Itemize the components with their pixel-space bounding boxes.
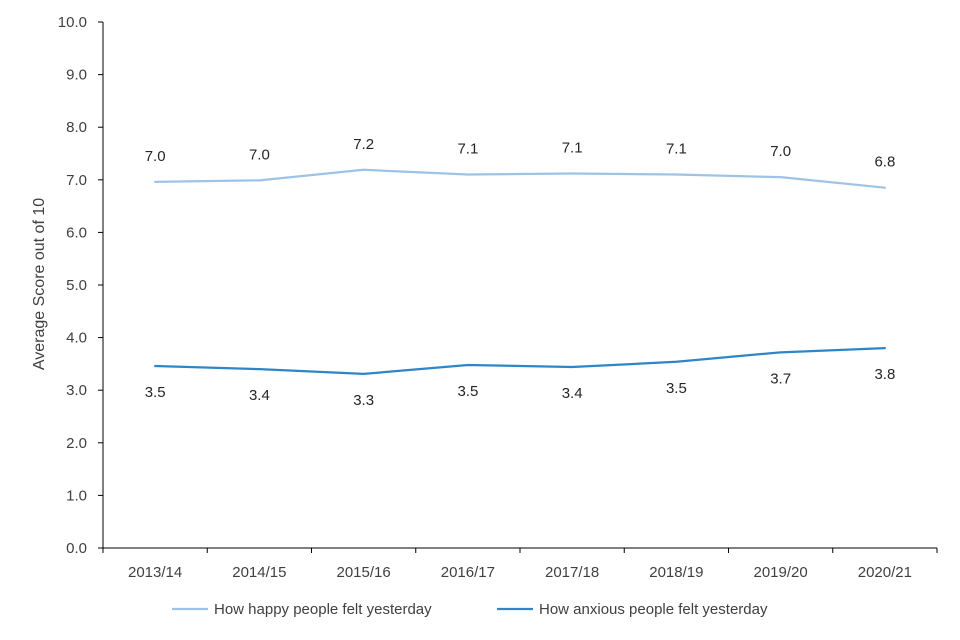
data-label: 7.2 [353, 136, 374, 153]
data-label: 3.3 [353, 392, 374, 409]
y-tick-label: 0.0 [66, 540, 87, 557]
x-tick-label: 2020/21 [858, 564, 912, 581]
series-line-happy [154, 168, 886, 189]
data-label: 3.4 [562, 385, 583, 402]
y-tick-label: 8.0 [66, 119, 87, 136]
y-tick-label: 7.0 [66, 172, 87, 189]
data-label: 7.0 [770, 143, 791, 160]
legend-label: How anxious people felt yesterday [539, 601, 768, 618]
y-tick-label: 3.0 [66, 382, 87, 399]
series-line-anxious [154, 346, 886, 376]
x-tick-label: 2014/15 [232, 564, 286, 581]
data-label: 7.1 [562, 139, 583, 156]
x-tick-label: 2016/17 [441, 564, 495, 581]
data-label: 7.0 [145, 148, 166, 165]
y-tick-label: 9.0 [66, 67, 87, 84]
x-tick-label: 2017/18 [545, 564, 599, 581]
data-label: 7.0 [249, 146, 270, 163]
data-label: 3.5 [145, 384, 166, 401]
x-tick-label: 2013/14 [128, 564, 182, 581]
y-axis-label: Average Score out of 10 [31, 198, 48, 370]
data-label: 3.5 [457, 383, 478, 400]
x-tick-label: 2019/20 [754, 564, 808, 581]
data-label: 3.8 [874, 366, 895, 383]
y-tick-label: 5.0 [66, 277, 87, 294]
y-tick-label: 1.0 [66, 487, 87, 504]
y-tick-label: 2.0 [66, 435, 87, 452]
y-tick-label: 10.0 [58, 14, 87, 31]
data-label: 7.1 [457, 141, 478, 158]
data-label: 7.1 [666, 141, 687, 158]
data-label: 3.4 [249, 387, 270, 404]
legend-label: How happy people felt yesterday [214, 601, 432, 618]
data-label: 3.5 [666, 380, 687, 397]
y-tick-label: 4.0 [66, 330, 87, 347]
data-label: 3.7 [770, 370, 791, 387]
y-tick-label: 6.0 [66, 224, 87, 241]
data-label: 6.8 [874, 154, 895, 171]
x-tick-label: 2015/16 [337, 564, 391, 581]
x-tick-label: 2018/19 [649, 564, 703, 581]
